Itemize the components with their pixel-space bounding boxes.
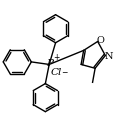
Text: N: N <box>104 52 113 61</box>
Text: −: − <box>61 68 67 77</box>
Text: +: + <box>53 53 59 62</box>
Text: Cl: Cl <box>51 68 62 77</box>
Text: P: P <box>46 59 53 68</box>
Text: O: O <box>97 36 105 45</box>
